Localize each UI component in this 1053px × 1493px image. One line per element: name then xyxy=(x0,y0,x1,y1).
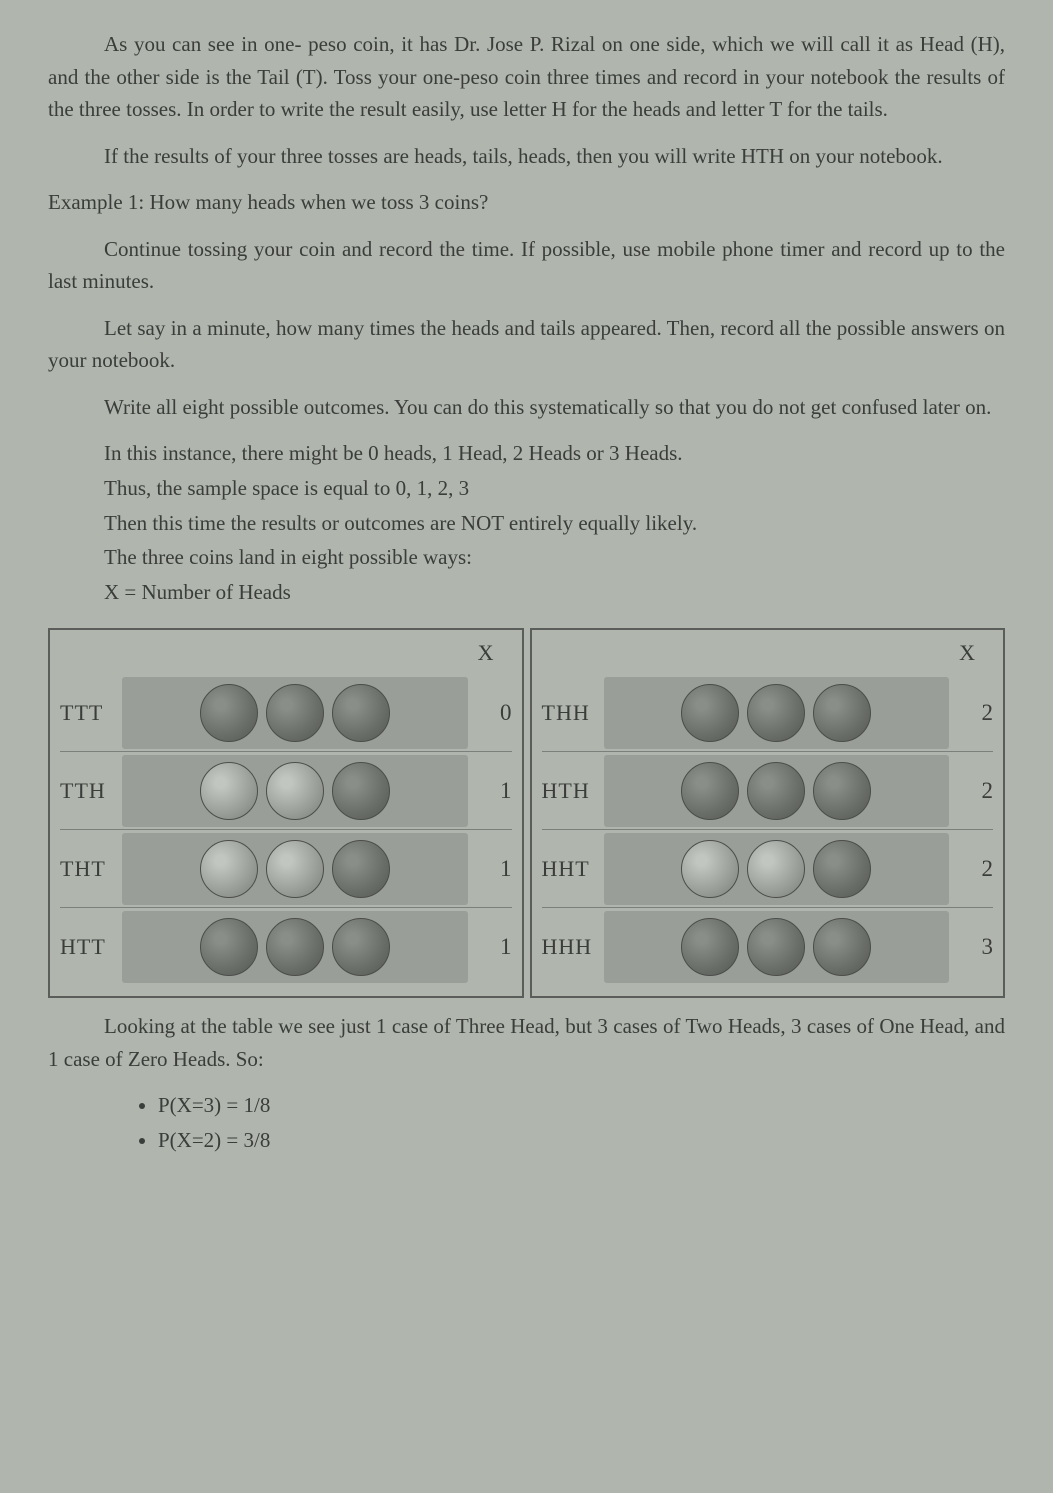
coin-tables: X TTT 0 TTH 1 THT xyxy=(48,628,1005,998)
table-header-left: X xyxy=(60,636,512,670)
row-label: THH xyxy=(542,696,604,730)
coin-icon xyxy=(681,840,739,898)
line-x-definition: X = Number of Heads xyxy=(104,576,1005,609)
row-label: HHH xyxy=(542,930,604,964)
coin-table-right: X THH 2 HTH 2 HHT xyxy=(530,628,1006,998)
coin-icon xyxy=(813,840,871,898)
coin-icon xyxy=(332,762,390,820)
coin-icon xyxy=(813,918,871,976)
example-heading: Example 1: How many heads when we toss 3… xyxy=(48,186,1005,219)
table-header-right: X xyxy=(542,636,994,670)
row-x-value: 1 xyxy=(468,929,512,965)
line-not-equally-likely: Then this time the results or outcomes a… xyxy=(104,507,1005,540)
coin-table-left: X TTT 0 TTH 1 THT xyxy=(48,628,524,998)
coin-icon xyxy=(747,918,805,976)
coin-icon xyxy=(681,684,739,742)
table-row: HTH 2 xyxy=(542,752,994,830)
row-x-value: 3 xyxy=(949,929,993,965)
coin-icon xyxy=(813,684,871,742)
coin-icon xyxy=(332,918,390,976)
coin-icon xyxy=(200,684,258,742)
coin-image-area xyxy=(122,755,468,827)
paragraph-let-say: Let say in a minute, how many times the … xyxy=(48,312,1005,377)
coin-image-area xyxy=(604,833,950,905)
paragraph-continue-tossing: Continue tossing your coin and record th… xyxy=(48,233,1005,298)
paragraph-looking-at-table: Looking at the table we see just 1 case … xyxy=(48,1010,1005,1075)
coin-icon xyxy=(200,918,258,976)
instance-block: In this instance, there might be 0 heads… xyxy=(104,437,1005,608)
table-row: THT 1 xyxy=(60,830,512,908)
coin-icon xyxy=(200,762,258,820)
row-x-value: 1 xyxy=(468,773,512,809)
row-label: TTH xyxy=(60,774,122,808)
row-x-value: 2 xyxy=(949,851,993,887)
row-label: THT xyxy=(60,852,122,886)
coin-icon xyxy=(747,684,805,742)
coin-icon xyxy=(681,918,739,976)
coin-icon xyxy=(747,762,805,820)
coin-icon xyxy=(747,840,805,898)
row-x-value: 2 xyxy=(949,695,993,731)
coin-image-area xyxy=(604,911,950,983)
row-label: HTH xyxy=(542,774,604,808)
probability-list: P(X=3) = 1/8 P(X=2) = 3/8 xyxy=(158,1089,1005,1156)
table-row: HHT 2 xyxy=(542,830,994,908)
table-row: TTT 0 xyxy=(60,674,512,752)
coin-icon xyxy=(266,840,324,898)
coin-icon xyxy=(266,684,324,742)
line-sample-space: Thus, the sample space is equal to 0, 1,… xyxy=(104,472,1005,505)
coin-icon xyxy=(332,684,390,742)
coin-image-area xyxy=(122,833,468,905)
row-label: HHT xyxy=(542,852,604,886)
coin-image-area xyxy=(122,677,468,749)
paragraph-hth: If the results of your three tosses are … xyxy=(48,140,1005,173)
bullet-item: P(X=2) = 3/8 xyxy=(158,1124,1005,1157)
table-row: TTH 1 xyxy=(60,752,512,830)
coin-icon xyxy=(332,840,390,898)
paragraph-write-outcomes: Write all eight possible outcomes. You c… xyxy=(48,391,1005,424)
row-x-value: 0 xyxy=(468,695,512,731)
bullet-item: P(X=3) = 1/8 xyxy=(158,1089,1005,1122)
table-row: HHH 3 xyxy=(542,908,994,986)
coin-icon xyxy=(266,762,324,820)
row-label: TTT xyxy=(60,696,122,730)
coin-icon xyxy=(200,840,258,898)
coin-image-area xyxy=(604,755,950,827)
row-x-value: 2 xyxy=(949,773,993,809)
coin-icon xyxy=(813,762,871,820)
coin-icon xyxy=(266,918,324,976)
coin-image-area xyxy=(604,677,950,749)
coin-image-area xyxy=(122,911,468,983)
table-row: THH 2 xyxy=(542,674,994,752)
row-x-value: 1 xyxy=(468,851,512,887)
table-row: HTT 1 xyxy=(60,908,512,986)
line-instance: In this instance, there might be 0 heads… xyxy=(104,437,1005,470)
paragraph-intro: As you can see in one- peso coin, it has… xyxy=(48,28,1005,126)
row-label: HTT xyxy=(60,930,122,964)
coin-icon xyxy=(681,762,739,820)
line-eight-ways: The three coins land in eight possible w… xyxy=(104,541,1005,574)
